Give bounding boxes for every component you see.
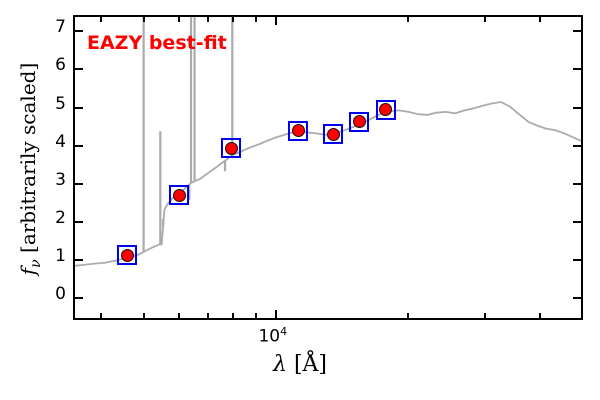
y-tick-major-right [573, 106, 581, 109]
photometry-flux-dot [172, 188, 186, 202]
photometry-filter-square [221, 138, 242, 159]
x-tick-minor-top [177, 17, 180, 22]
photometry-filter-square [323, 124, 344, 144]
x-tick-minor [142, 313, 145, 318]
y-tick-label: 7 [55, 17, 66, 38]
photometry-filter-square [169, 185, 190, 206]
y-tick-major-right [573, 220, 581, 223]
x-tick-minor-top [100, 17, 103, 22]
y-tick-major-right [573, 68, 581, 71]
x-tick-label-1e4: 104 [258, 325, 288, 347]
y-tick-label: 0 [55, 284, 66, 304]
y-tick-major [75, 106, 83, 109]
y-tick-label: 3 [55, 169, 66, 190]
y-tick-labels: 0 1 2 3 4 5 6 7 [0, 15, 600, 320]
x-tick-minor-top [142, 17, 145, 22]
photometry-flux-dot [291, 124, 305, 137]
photometry-filter-square [349, 111, 370, 132]
spectrum-svg [75, 17, 581, 267]
photometry-flux-dot [326, 127, 340, 141]
y-axis-title: fν [arbitrarily scaled] [16, 62, 44, 276]
best-fit-spectrum-curve [75, 101, 581, 267]
y-tick-major-right [573, 258, 581, 261]
y-tick-major [75, 220, 83, 223]
photometry-filter-square [288, 120, 308, 141]
photometry-flux-dot [224, 141, 238, 155]
x-tick-minor [232, 313, 235, 318]
photometry-flux-dot [352, 115, 366, 129]
photometry-filter-square [375, 99, 396, 120]
y-tick-label: 6 [55, 55, 66, 76]
y-tick-label: 4 [55, 131, 66, 152]
y-tick-label: 5 [55, 93, 66, 114]
eazy-best-fit-annotation: EAZY best-fit [87, 32, 227, 54]
photometry-flux-dot [120, 248, 134, 262]
x-tick-minor-top [254, 17, 257, 22]
y-tick-major-right [573, 297, 581, 299]
photometry-flux-dot [379, 103, 392, 117]
x-tick-minor [483, 313, 486, 318]
x-tick-minor-top [538, 17, 541, 22]
y-tick-major [75, 258, 83, 261]
x-tick-minor [406, 313, 409, 318]
x-tick-minor [177, 313, 180, 318]
y-tick-major [75, 30, 83, 33]
x-tick-minor-top [206, 17, 209, 22]
photometry-filter-square [117, 245, 137, 266]
x-axis-title: λ [Å] [272, 352, 327, 377]
x-tick-minor [206, 313, 209, 318]
x-tick-major [274, 310, 277, 318]
y-tick-label: 1 [55, 245, 66, 266]
x-tick-minor-top [406, 17, 409, 22]
y-tick-major-right [573, 182, 581, 185]
x-tick-minor-top [483, 17, 486, 22]
y-tick-major [75, 144, 83, 147]
y-tick-major [75, 68, 83, 71]
y-tick-label: 2 [55, 207, 66, 228]
y-tick-major-right [573, 30, 581, 33]
plot-area [73, 15, 583, 320]
y-tick-major [75, 182, 83, 185]
x-tick-minor [100, 313, 103, 318]
x-tick-minor-top [232, 17, 235, 22]
y-tick-major-right [573, 144, 581, 147]
x-tick-minor [254, 313, 257, 318]
x-tick-minor [538, 313, 541, 318]
x-tick-major-top [274, 17, 277, 25]
y-tick-major [75, 297, 83, 299]
